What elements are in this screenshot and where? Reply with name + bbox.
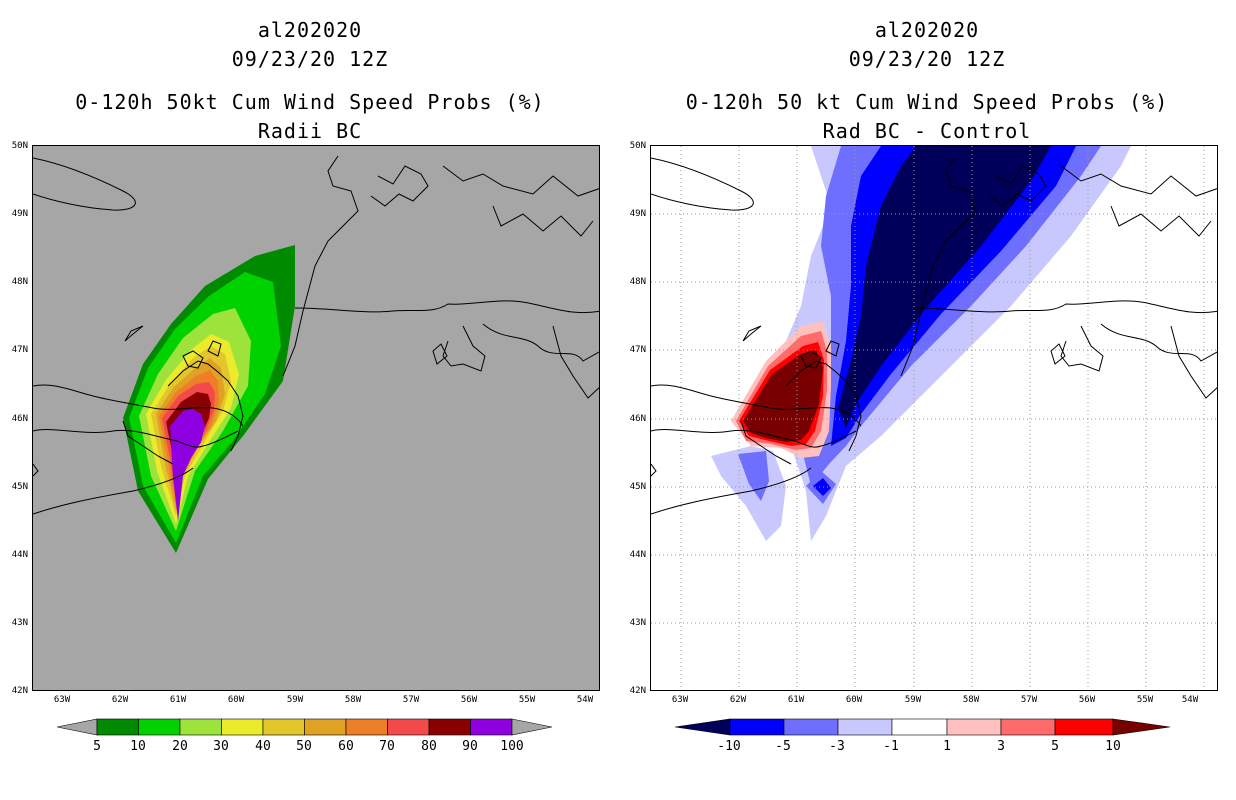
left-colorbar-label: 80 <box>421 739 437 754</box>
right-lon-label: 59W <box>904 695 922 705</box>
colorbar-swatch-1 <box>96 718 139 736</box>
right-colorbar-label: -1 <box>883 739 899 754</box>
left-lon-label: 63W <box>53 695 71 705</box>
right-colorbar <box>675 718 1171 736</box>
colorbar-swatch-5 <box>262 718 305 736</box>
right-lat-label: 48N <box>629 277 646 287</box>
left-colorbar-label: 90 <box>462 739 478 754</box>
left-colorbar-label: 40 <box>255 739 271 754</box>
right-colorbar-label: 5 <box>1051 739 1059 754</box>
colorbar-swatch-2 <box>138 718 181 736</box>
colorbar-swatch-7 <box>1054 718 1114 736</box>
left-colorbar-label: 10 <box>130 739 146 754</box>
left-colorbar-label: 5 <box>93 739 101 754</box>
colorbar-swatch-9 <box>428 718 471 736</box>
right-lat-label: 44N <box>629 550 646 560</box>
colorbar-arrow-low <box>675 718 731 736</box>
left-lon-label: 58W <box>344 695 362 705</box>
right-colorbar-label: 3 <box>997 739 1005 754</box>
right-lat-label: 46N <box>629 414 646 424</box>
coastlines <box>33 155 599 515</box>
colorbar-swatch-6 <box>304 718 347 736</box>
right-lon-label: 55W <box>1136 695 1154 705</box>
right-lat-label: 43N <box>629 618 646 628</box>
left-lat-label: 44N <box>11 550 28 560</box>
right-lat-label: 47N <box>629 345 646 355</box>
diff-contour-minus-5b <box>813 478 831 496</box>
coastlines <box>651 155 1217 515</box>
right-lon-label: 60W <box>845 695 863 705</box>
right-lon-label: 56W <box>1078 695 1096 705</box>
lat-lon-grid <box>651 146 1217 690</box>
colorbar-swatch-8 <box>387 718 430 736</box>
colorbar-swatch-5 <box>946 718 1002 736</box>
left-lat-label: 49N <box>11 209 28 219</box>
right-date: 09/23/20 12Z <box>848 47 1006 71</box>
left-subtitle: Radii BC <box>257 119 363 143</box>
right-lon-label: 63W <box>671 695 689 705</box>
left-colorbar-label: 30 <box>213 739 229 754</box>
left-lon-label: 59W <box>286 695 304 705</box>
right-colorbar-label: -5 <box>775 739 791 754</box>
left-colorbar <box>57 718 553 736</box>
prob-contour-90 <box>170 409 205 521</box>
left-lon-label: 62W <box>111 695 129 705</box>
colorbar-arrow-high <box>1112 718 1171 736</box>
colorbar-swatch-1 <box>729 718 785 736</box>
left-colorbar-label: 20 <box>172 739 188 754</box>
left-probability-map <box>32 145 600 691</box>
left-product-title: 0-120h 50kt Cum Wind Speed Probs (%) <box>75 90 545 114</box>
right-storm-id: al202020 <box>874 18 980 42</box>
right-colorbar-label: 10 <box>1105 739 1121 754</box>
right-lat-label: 50N <box>629 141 646 151</box>
colorbar-swatch-3 <box>179 718 222 736</box>
right-lat-label: 45N <box>629 482 646 492</box>
colorbar-swatch-2 <box>783 718 839 736</box>
right-subtitle: Rad BC - Control <box>822 119 1032 143</box>
diff-contour-minus-10 <box>838 146 1051 428</box>
left-date: 09/23/20 12Z <box>231 47 389 71</box>
left-lon-label: 61W <box>169 695 187 705</box>
left-colorbar-label: 60 <box>338 739 354 754</box>
left-lon-label: 54W <box>576 695 594 705</box>
colorbar-swatch-4 <box>221 718 264 736</box>
right-colorbar-label: -3 <box>829 739 845 754</box>
colorbar-swatch-7 <box>345 718 388 736</box>
colorbar-swatch-4 <box>891 718 948 736</box>
left-lat-label: 46N <box>11 414 28 424</box>
right-colorbar-label: -10 <box>717 739 741 754</box>
left-colorbar-label: 70 <box>379 739 395 754</box>
right-lon-label: 57W <box>1020 695 1038 705</box>
right-lon-label: 58W <box>962 695 980 705</box>
right-lon-label: 61W <box>787 695 805 705</box>
left-lat-label: 50N <box>11 141 28 151</box>
left-lon-label: 57W <box>402 695 420 705</box>
right-lon-label: 54W <box>1181 695 1199 705</box>
right-lon-label: 62W <box>729 695 747 705</box>
left-lon-label: 56W <box>460 695 478 705</box>
left-lat-label: 47N <box>11 345 28 355</box>
right-colorbar-label: 1 <box>943 739 951 754</box>
colorbar-swatch-6 <box>1000 718 1056 736</box>
left-lat-label: 48N <box>11 277 28 287</box>
left-lon-label: 55W <box>518 695 536 705</box>
right-lat-label: 49N <box>629 209 646 219</box>
left-colorbar-label: 50 <box>296 739 312 754</box>
left-lon-label: 60W <box>227 695 245 705</box>
left-lat-label: 43N <box>11 618 28 628</box>
left-storm-id: al202020 <box>257 18 363 42</box>
left-lat-label: 45N <box>11 482 28 492</box>
left-lat-label: 42N <box>11 686 28 696</box>
colorbar-swatch-10 <box>470 718 513 736</box>
colorbar-arrow-low <box>57 718 98 736</box>
right-difference-map <box>650 145 1218 691</box>
colorbar-swatch-3 <box>837 718 893 736</box>
colorbar-arrow-high <box>511 718 553 736</box>
right-lat-label: 42N <box>629 686 646 696</box>
left-colorbar-label: 100 <box>500 739 524 754</box>
right-product-title: 0-120h 50 kt Cum Wind Speed Probs (%) <box>685 90 1169 114</box>
